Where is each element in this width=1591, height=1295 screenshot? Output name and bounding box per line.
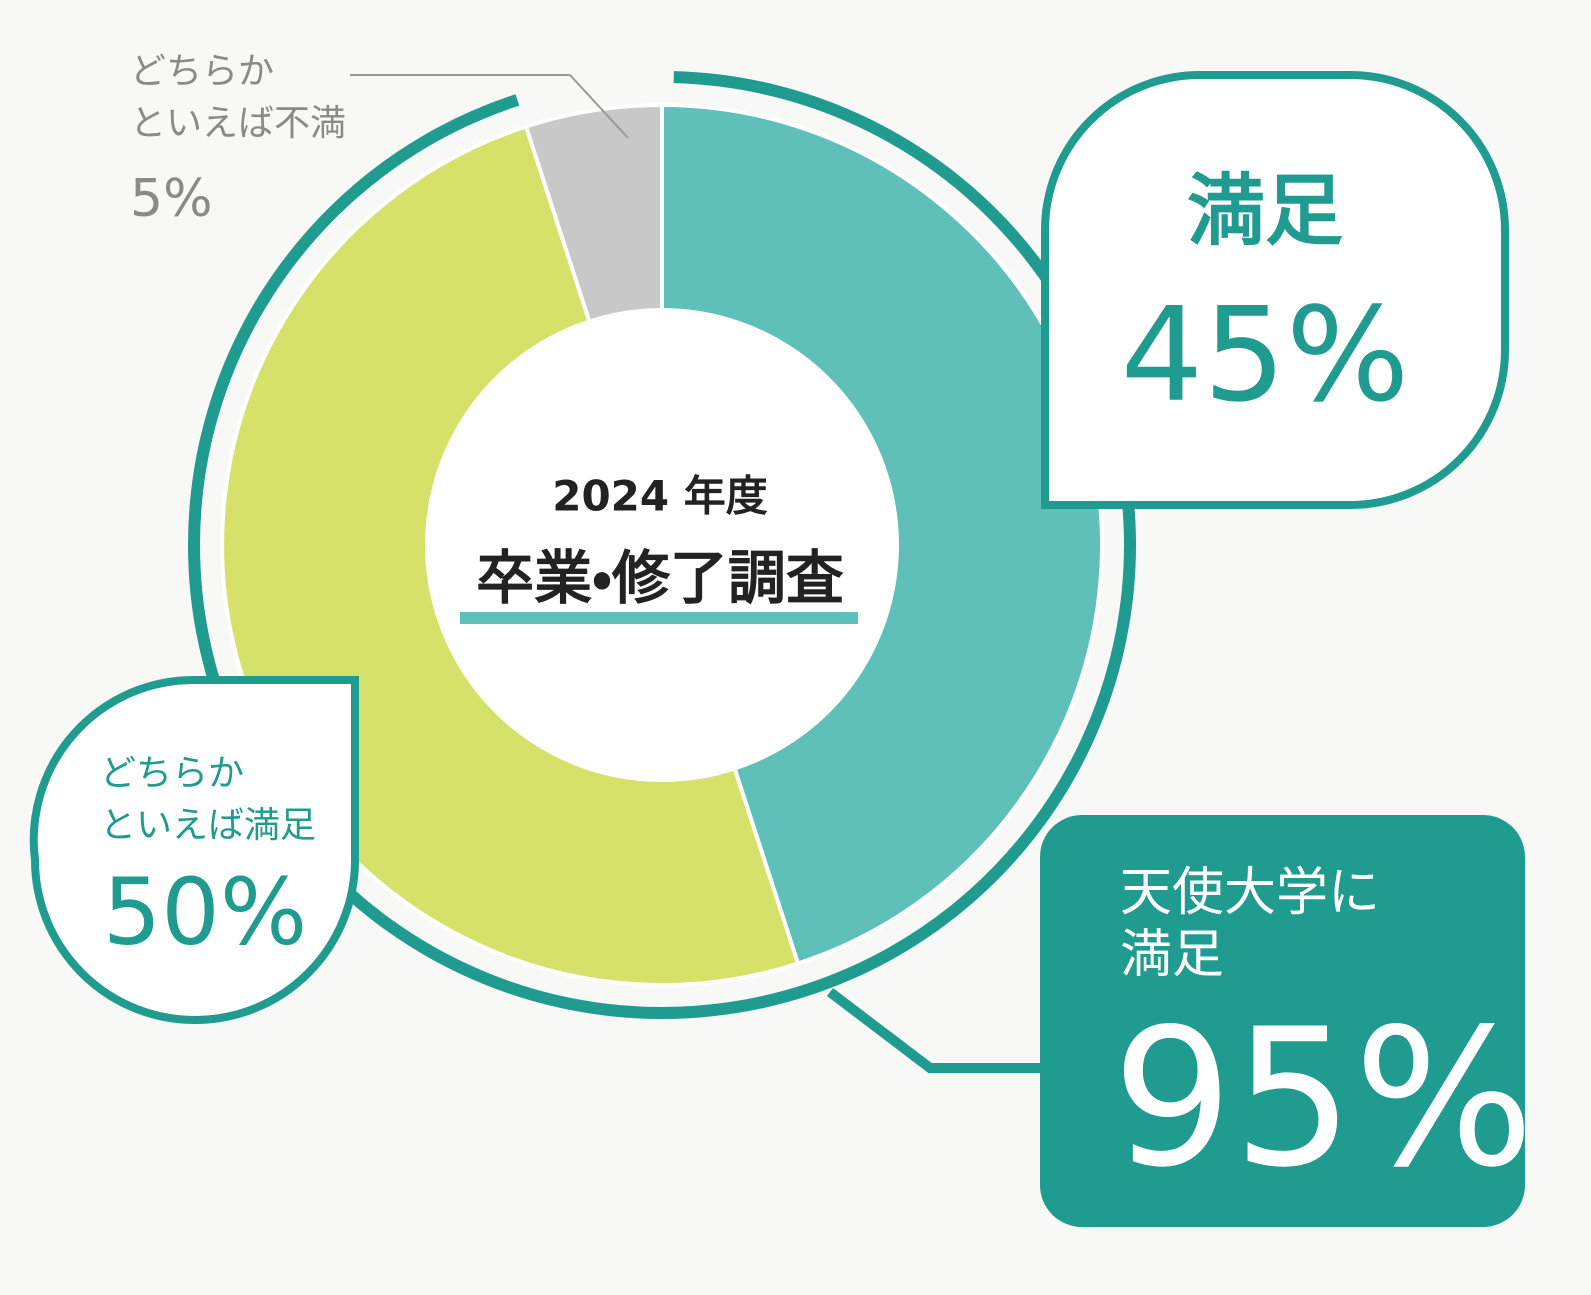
value-label: 5%: [130, 169, 213, 229]
leader-line: [569, 74, 629, 139]
callout-bubble: [29, 675, 359, 1025]
callout-bubble: [1041, 71, 1509, 509]
slice: [660, 102, 1104, 966]
category-label: 満足: [1186, 166, 1344, 257]
value-label: 45%: [1120, 278, 1410, 431]
summary-value: 95%: [1112, 988, 1535, 1209]
donut-hole: [429, 312, 895, 778]
category-label: どちらか といえば不満: [130, 51, 347, 145]
slices: [188, 71, 1136, 1019]
summary-box: [1040, 815, 1525, 1227]
center-title: 2024 年度: [552, 471, 768, 521]
slice: [220, 124, 801, 987]
category-label: どちらか といえば満足: [100, 753, 317, 847]
slice: [523, 102, 664, 325]
connector-line: [826, 988, 1045, 1073]
value-label: 50%: [102, 858, 308, 966]
center-subtitle: 卒業・修了調査: [476, 543, 844, 612]
title-underline: [460, 612, 858, 624]
summary-text: 天使大学に 満足: [1120, 863, 1381, 986]
